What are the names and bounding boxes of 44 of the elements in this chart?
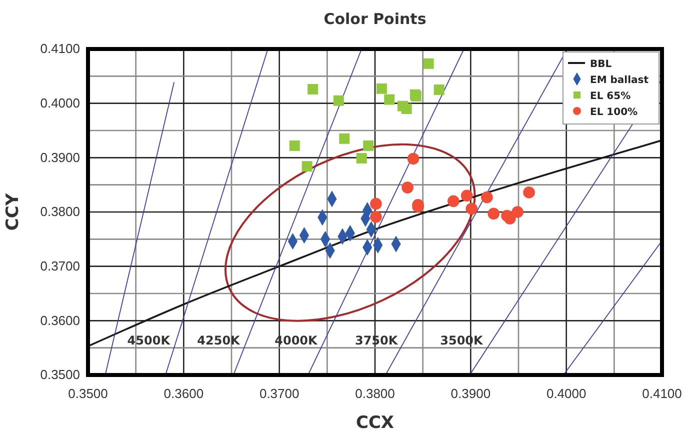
point xyxy=(363,140,374,151)
point xyxy=(339,133,350,144)
y-tick-label: 0.3500 xyxy=(40,367,80,382)
point xyxy=(384,94,395,105)
point xyxy=(356,152,367,164)
x-tick-label: 0.4000 xyxy=(546,386,586,402)
y-tick-label: 0.3600 xyxy=(40,312,80,328)
legend-label: EL 100% xyxy=(590,107,638,118)
point xyxy=(302,161,312,172)
point xyxy=(308,84,318,94)
x-tick-label: 0.3600 xyxy=(164,386,204,402)
point xyxy=(370,210,382,223)
x-tick-label: 0.3900 xyxy=(450,386,491,402)
point xyxy=(488,208,500,220)
point xyxy=(370,198,382,210)
point xyxy=(376,83,387,94)
point xyxy=(333,95,344,106)
legend-label: EL 65% xyxy=(590,91,631,102)
y-axis-title: CCY xyxy=(3,192,23,231)
point xyxy=(407,152,420,165)
point xyxy=(402,182,414,194)
point xyxy=(466,202,478,215)
y-tick-label: 0.3700 xyxy=(40,258,80,274)
point xyxy=(512,206,524,218)
point xyxy=(423,58,434,69)
point xyxy=(460,190,473,202)
x-tick-label: 0.3500 xyxy=(68,386,108,402)
x-tick-label: 0.3800 xyxy=(355,386,395,402)
legend-label: EM ballast xyxy=(590,75,649,86)
y-tick-label: 0.3900 xyxy=(40,150,80,165)
point xyxy=(289,140,300,151)
legend-label: BBL xyxy=(590,59,612,70)
x-axis-title: CCX xyxy=(356,413,394,433)
y-tick-label: 0.4000 xyxy=(40,95,80,110)
point xyxy=(401,104,412,114)
point xyxy=(434,84,444,95)
point xyxy=(448,195,460,208)
point xyxy=(481,191,493,204)
x-tick-label: 0.3700 xyxy=(259,386,300,402)
x-tick-label: 0.4100 xyxy=(642,386,682,402)
chart-title: Color Points xyxy=(324,10,426,28)
point xyxy=(523,186,535,198)
y-tick-label: 0.3800 xyxy=(40,204,80,220)
y-tick-label: 0.4100 xyxy=(40,41,80,56)
